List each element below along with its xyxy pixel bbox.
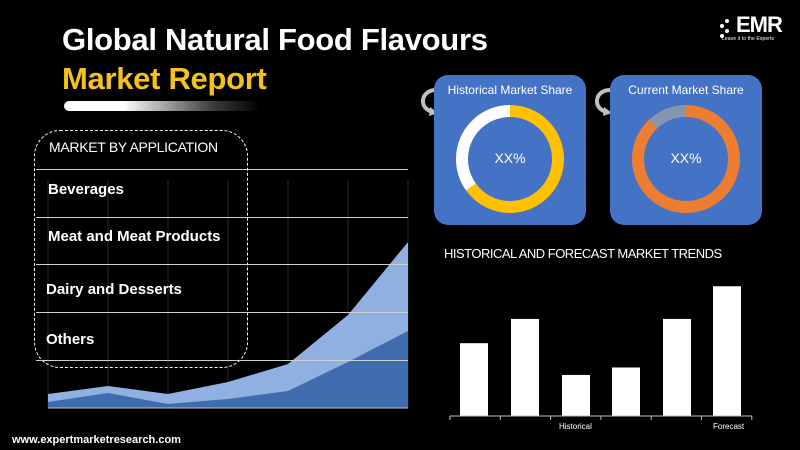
historical-donut [456,105,564,213]
current-share-card: Current Market Share XX% [610,75,762,225]
divider [36,264,408,265]
bar-2 [511,318,539,416]
report-subtitle: Market Report [62,61,267,96]
historical-share-card: Historical Market Share XX% [434,75,586,225]
bar-6 [713,286,741,416]
application-item-meat: Meat and Meat Products [48,228,221,245]
application-item-others: Others [46,331,95,348]
donut-slice-2 [456,105,564,213]
trends-title: HISTORICAL AND FORECAST MARKET TRENDS [444,246,722,261]
emr-logo-icon [720,19,729,38]
application-header: MARKET BY APPLICATION [49,139,218,155]
application-item-beverages: Beverages [48,181,124,198]
historical-share-value: XX% [494,150,526,166]
current-share-value: XX% [670,150,702,166]
bar-4 [612,367,640,416]
tick-label-forecast: Forecast [713,422,745,431]
divider [36,169,408,170]
current-donut [632,105,740,213]
bar-3 [562,374,590,416]
logo-tagline: Leave it to the Experts [722,36,775,42]
report-title: Global Natural Food Flavours [62,22,488,57]
application-box [34,130,248,368]
bar-1 [460,343,488,416]
historical-share-title: Historical Market Share [447,83,573,97]
tick-label-historical: Historical [559,422,592,431]
divider [36,360,408,361]
area-series-1 [48,242,408,408]
title-underline [64,101,260,111]
donut-slice-2 [632,105,740,213]
divider [36,312,408,313]
area-series-2 [48,331,408,408]
divider [36,217,408,218]
refresh-arrow-icon [595,88,612,116]
bar-5 [663,318,691,416]
logo-text: EMR [736,12,783,37]
current-share-title: Current Market Share [628,83,744,97]
application-item-dairy: Dairy and Desserts [46,281,182,298]
website-url[interactable]: www.expertmarketresearch.com [12,434,181,446]
